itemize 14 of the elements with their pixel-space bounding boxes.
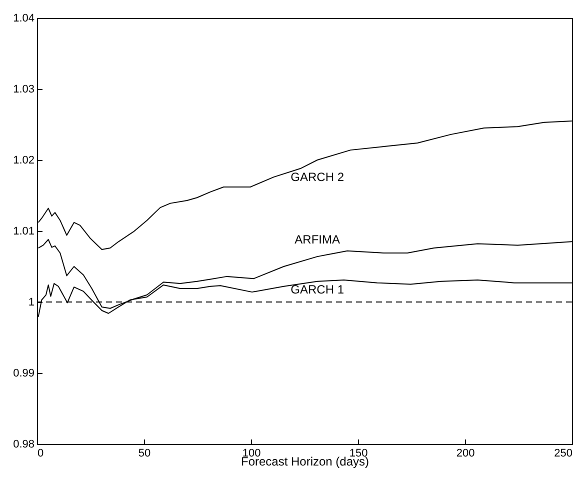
series-label: GARCH 1 xyxy=(290,282,344,296)
y-tick-label: 1.01 xyxy=(13,226,34,238)
x-tick-label: 250 xyxy=(554,448,572,460)
series-label: ARFIMA xyxy=(294,232,340,247)
y-tick-label: 1.02 xyxy=(13,154,34,166)
x-tick-label: 200 xyxy=(456,448,475,460)
series-label: GARCH 2 xyxy=(290,170,344,184)
x-tick-label: 0 xyxy=(38,448,44,460)
y-tick-label: 1.04 xyxy=(13,12,34,24)
y-tick-label: 1 xyxy=(28,296,34,308)
y-tick-label: 0.99 xyxy=(13,368,34,380)
x-tick-label: 50 xyxy=(138,448,151,460)
y-tick-label: 1.03 xyxy=(13,84,34,96)
y-tick-label: 0.98 xyxy=(13,438,34,450)
